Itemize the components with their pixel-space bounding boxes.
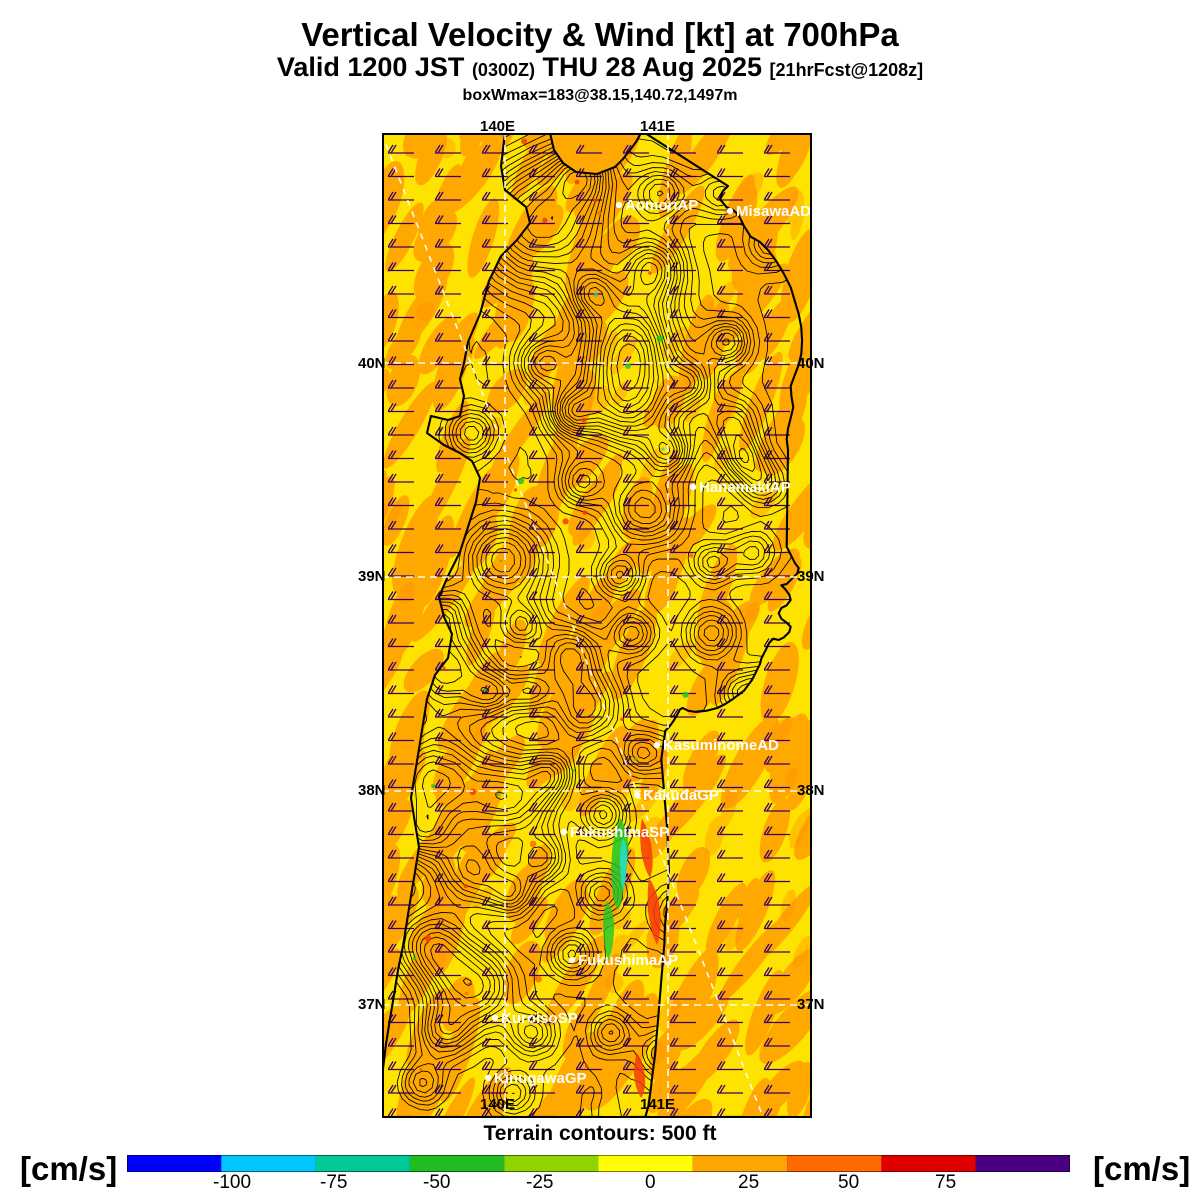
svg-text:FukushimaSP: FukushimaSP bbox=[570, 824, 669, 841]
svg-text:KakudaGP: KakudaGP bbox=[643, 787, 719, 804]
svg-text:KuroisoSP: KuroisoSP bbox=[501, 1010, 578, 1027]
svg-text:AomoriAP: AomoriAP bbox=[625, 197, 698, 214]
svg-text:KinugawaGP: KinugawaGP bbox=[494, 1070, 587, 1087]
svg-text:HanamakiAP: HanamakiAP bbox=[699, 479, 791, 496]
svg-text:FukushimaAP: FukushimaAP bbox=[578, 952, 678, 969]
svg-text:MisawaAD: MisawaAD bbox=[736, 203, 811, 220]
svg-text:KasuminomeAD: KasuminomeAD bbox=[663, 737, 779, 754]
